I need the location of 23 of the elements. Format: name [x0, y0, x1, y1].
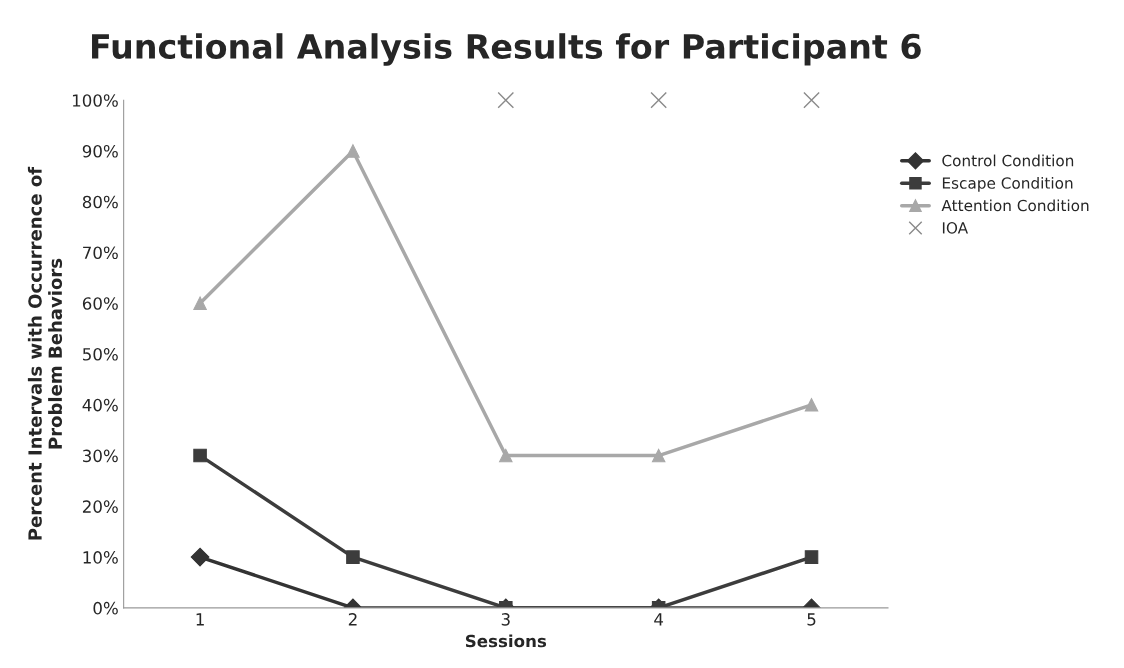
- y-tick-label: 50%: [83, 348, 118, 361]
- x-tick-label: 4: [654, 613, 664, 626]
- x-tick-label: 5: [807, 613, 816, 626]
- y-tick-label: 0%: [93, 601, 118, 615]
- legend-label: Attention Condition: [941, 199, 1089, 212]
- y-tick-label: 70%: [83, 246, 118, 260]
- y-tick-label: 100%: [72, 94, 118, 107]
- y-tick-label: 90%: [82, 144, 118, 158]
- y-tick-label: 40%: [82, 398, 118, 412]
- chart-title: Functional Analysis Results for Participant 6: [92, 33, 921, 66]
- y-tick-label: 80%: [82, 195, 118, 209]
- legend-label: Escape Condition: [942, 176, 1073, 192]
- x-tick-label: 1: [196, 613, 204, 626]
- legend-label: IOA: [942, 222, 969, 234]
- legend-label: Control Condition: [942, 154, 1074, 167]
- y-tick-label: 10%: [83, 551, 118, 564]
- y-tick-label: 60%: [82, 297, 118, 310]
- y-axis-title: Percent Intervals with Occurrence of Problem Behaviors: [27, 166, 63, 540]
- y-tick-label: 30%: [83, 449, 118, 463]
- x-tick-label: 2: [348, 613, 357, 626]
- y-tick-label: 20%: [82, 500, 118, 513]
- x-tick-label: 3: [501, 613, 510, 626]
- x-axis-title: Sessions: [465, 634, 547, 648]
